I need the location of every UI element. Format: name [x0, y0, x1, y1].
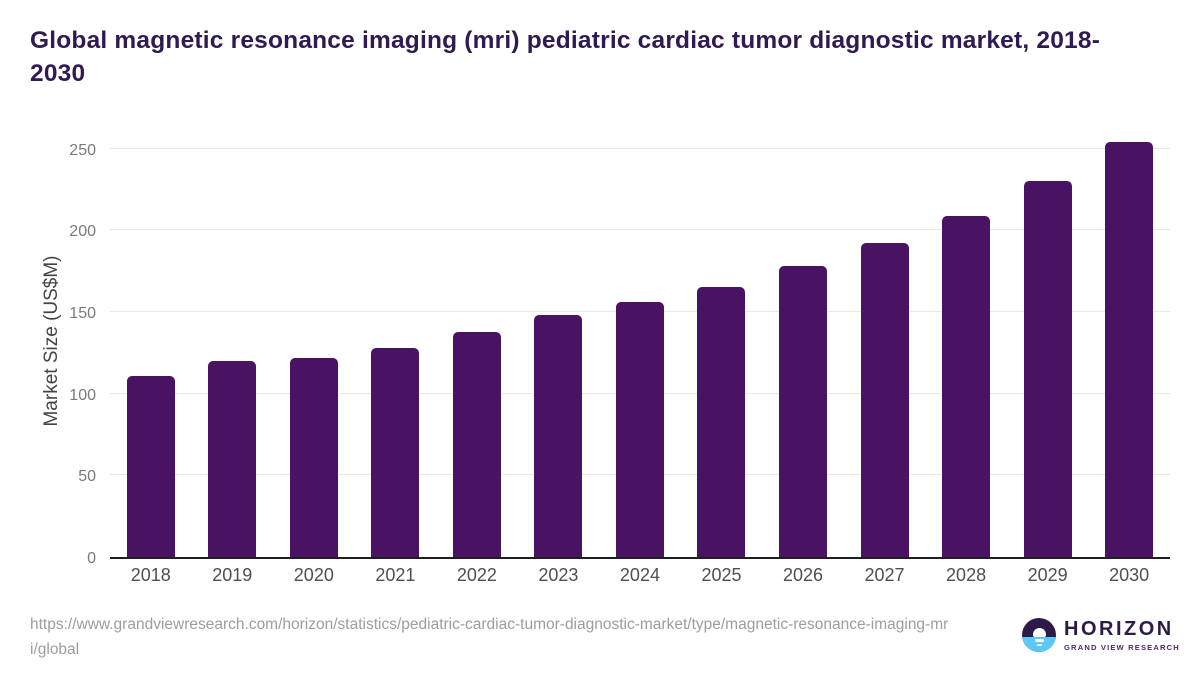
logo-text: HORIZON GRAND VIEW RESEARCH	[1064, 618, 1180, 652]
plot-area	[110, 120, 1170, 559]
icon-reflection-1	[1034, 639, 1044, 642]
bar-2027[interactable]	[860, 243, 909, 557]
x-tick-label-2018: 2018	[130, 565, 171, 585]
bar-2024[interactable]	[615, 302, 664, 557]
bar-2019[interactable]	[208, 360, 257, 557]
bar-2026[interactable]	[779, 266, 828, 557]
x-tick-label-2030: 2030	[1109, 565, 1150, 585]
bar-column-2024	[599, 120, 681, 557]
y-tick-label-150: 150	[69, 304, 96, 322]
y-axis-ticks: 0 50 100 150 200 250	[48, 120, 96, 568]
bar-column-2025	[681, 120, 763, 557]
gridline-250	[110, 147, 1170, 149]
y-tick-label-50: 50	[78, 468, 96, 486]
bar-column-2023	[518, 120, 600, 557]
bar-column-2028	[925, 120, 1007, 557]
x-tick-label-2024: 2024	[619, 565, 660, 585]
x-tick-label-2027: 2027	[864, 565, 905, 585]
y-tick-label-250: 250	[69, 141, 96, 159]
bar-column-2030	[1088, 120, 1170, 557]
bar-2030[interactable]	[1105, 141, 1154, 557]
bar-2025[interactable]	[697, 287, 746, 557]
x-tick-label-2023: 2023	[538, 565, 579, 585]
bar-column-2020	[273, 120, 355, 557]
bar-column-2019	[192, 120, 274, 557]
bar-2028[interactable]	[942, 215, 991, 557]
bar-column-2027	[844, 120, 926, 557]
x-tick-label-2026: 2026	[782, 565, 824, 585]
bar-column-2021	[355, 120, 437, 557]
chart-title: Global magnetic resonance imaging (mri) …	[30, 27, 1101, 87]
bar-2029[interactable]	[1023, 181, 1072, 557]
logo-brand-name: HORIZON	[1064, 618, 1174, 640]
x-axis-labels: 2018 2019 2020 2021 2022 2023 2024 2025 2026 2027…	[110, 565, 1170, 586]
bar-2020[interactable]	[289, 357, 338, 557]
bar-2018[interactable]	[126, 375, 175, 557]
icon-reflection-2	[1036, 643, 1042, 646]
brand-logo: HORIZON GRAND VIEW RESEARCH	[1022, 618, 1180, 652]
bar-column-2029	[1007, 120, 1089, 557]
bar-column-2026	[762, 120, 844, 557]
x-tick-label-2025: 2025	[701, 565, 742, 585]
gridline-200	[110, 229, 1170, 231]
x-tick-label-2022: 2022	[456, 565, 497, 585]
x-tick-label-2029: 2029	[1027, 565, 1068, 585]
x-tick-label-2020: 2020	[293, 565, 334, 585]
bar-column-2018	[110, 120, 192, 557]
x-tick-label-2021: 2021	[375, 565, 416, 585]
x-tick-label-2028: 2028	[946, 565, 987, 585]
logo-tagline: GRAND VIEW RESEARCH	[1064, 643, 1180, 652]
horizon-sunset-icon	[1022, 618, 1056, 652]
x-tick-label-2019: 2019	[212, 565, 253, 585]
bar-2022[interactable]	[452, 331, 501, 557]
y-tick-label-200: 200	[69, 223, 96, 241]
bars-row	[110, 120, 1170, 557]
icon-sun	[1032, 628, 1046, 637]
bar-column-2022	[436, 120, 518, 557]
y-tick-label-100: 100	[69, 386, 96, 404]
bar-2023[interactable]	[534, 315, 583, 557]
y-tick-label-0: 0	[87, 550, 96, 567]
source-url: https://www.grandviewresearch.com/horizo…	[30, 616, 949, 658]
bar-2021[interactable]	[371, 347, 420, 557]
